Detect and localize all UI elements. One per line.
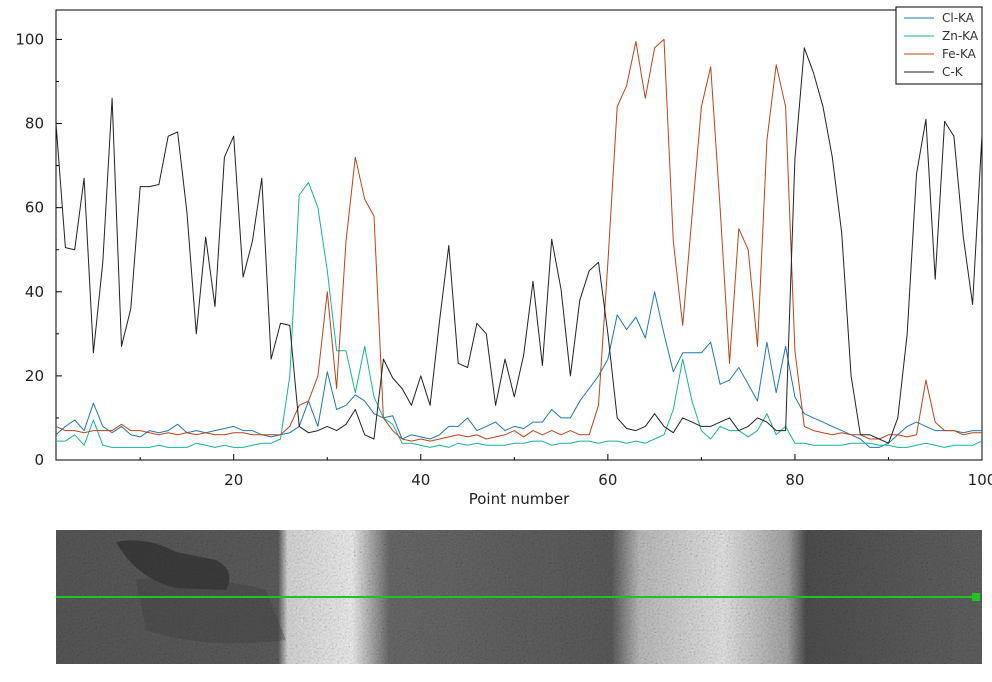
legend-label: C-K [942, 65, 964, 79]
legend-label: Cl-KA [942, 11, 975, 25]
series-line-fe-ka [55, 38, 982, 442]
scan-end-marker [972, 593, 980, 601]
x-tick-label: 100 [968, 471, 992, 489]
y-tick-label: 60 [25, 199, 44, 217]
y-tick-label: 0 [34, 451, 44, 469]
y-tick-label: 20 [25, 367, 44, 385]
legend-label: Zn-KA [942, 29, 979, 43]
scan-line [56, 596, 978, 598]
y-axis: 0 20 40 60 80 100 [15, 30, 62, 469]
series-layer [55, 38, 983, 448]
series-line-zn-ka [56, 181, 983, 448]
series-line-cl-ka [55, 291, 982, 448]
legend-label: Fe-KA [942, 47, 977, 61]
x-tick-label: 80 [785, 471, 804, 489]
x-axis-title: Point number [469, 490, 570, 508]
x-tick-label: 20 [224, 471, 243, 489]
y-tick-label: 40 [25, 283, 44, 301]
sem-linescan-micrograph [56, 530, 982, 664]
x-tick-label: 60 [598, 471, 617, 489]
legend: Cl-KA Zn-KA Fe-KA C-K [895, 6, 983, 85]
series-line-c-k [55, 47, 983, 444]
y-tick-label: 100 [15, 30, 44, 48]
y-tick-label: 80 [25, 115, 44, 133]
plot-area [55, 9, 983, 461]
line-chart: 0 20 40 60 80 100 20 40 60 80 100 Point number Cl… [15, 6, 992, 508]
x-tick-label: 40 [411, 471, 430, 489]
x-axis: 20 40 60 80 100 [139, 454, 992, 489]
legend-box [895, 6, 983, 85]
